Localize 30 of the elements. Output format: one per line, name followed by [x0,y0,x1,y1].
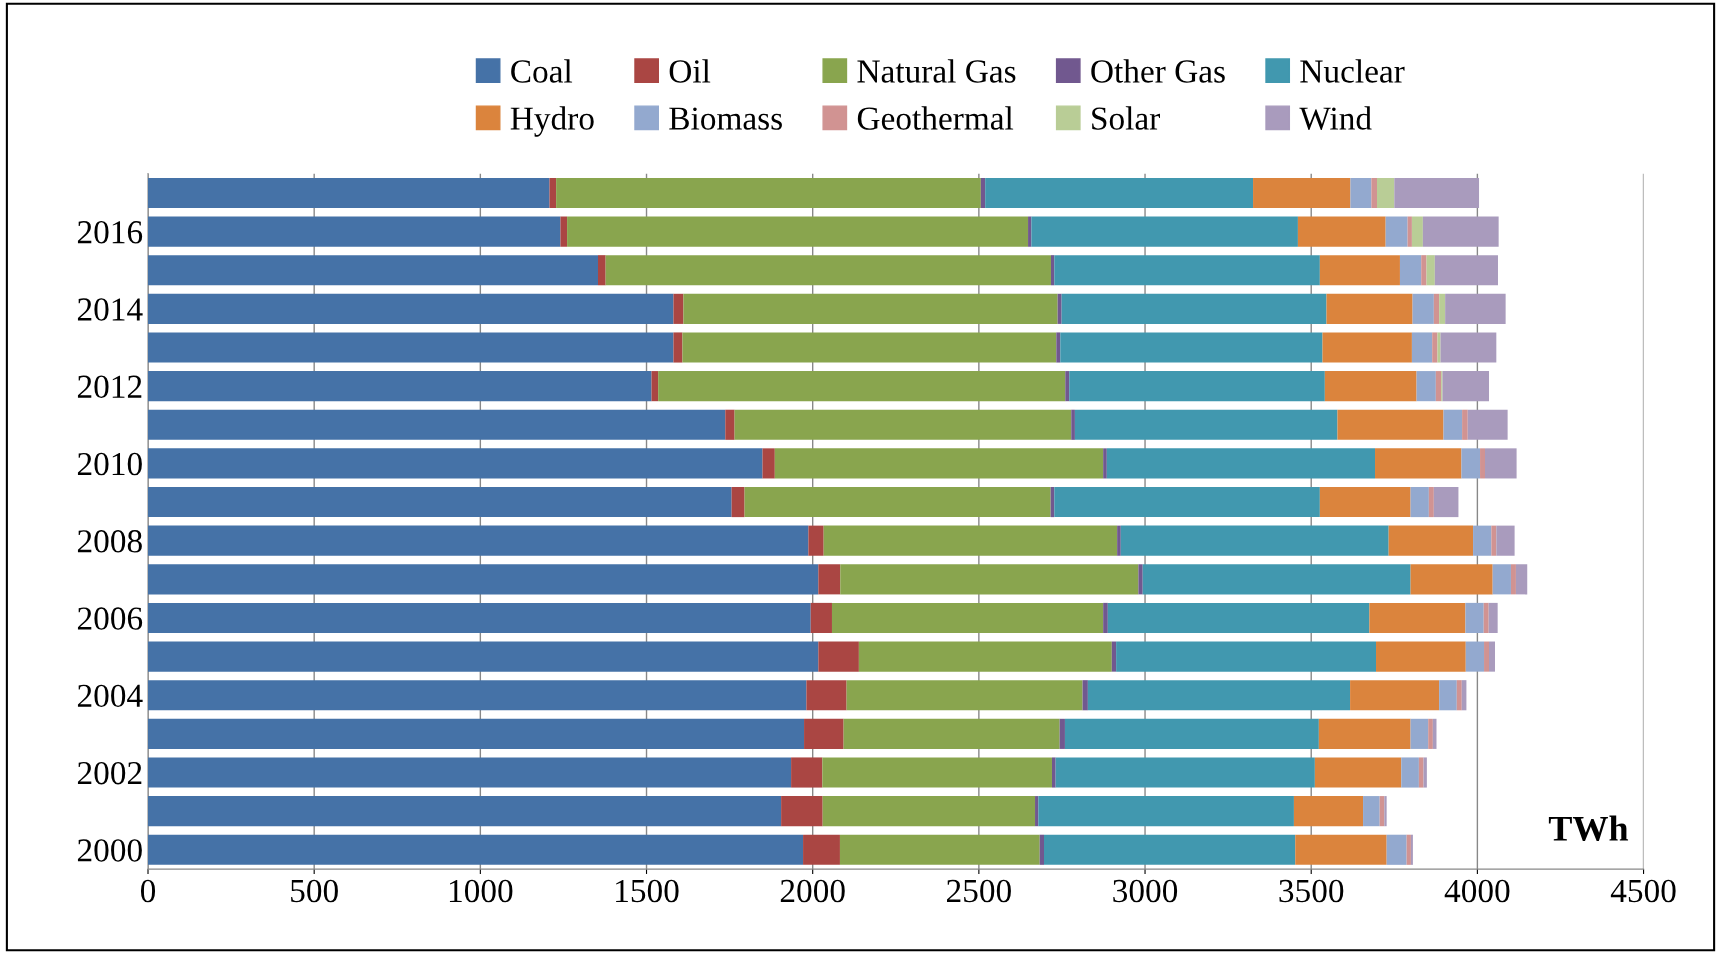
y-tick-label: 2002 [77,761,142,785]
legend-label: Biomass [669,107,782,130]
y-tick-label: 2016 [77,220,143,244]
legend-label: Hydro [510,106,594,137]
y-tick-label: 2008 [77,530,142,553]
y-tick-label: 2012 [77,375,142,399]
x-tick-label: 1500 [616,879,679,903]
legend-label: Nuclear [1300,59,1405,83]
x-tick-label: 4000 [1444,879,1510,903]
x-tick-label: 500 [291,879,338,903]
legend-label: Oil [669,59,711,83]
y-tick-label: 2006 [77,607,143,630]
x-tick-label: 2500 [947,879,1011,903]
y-tick-label: 2004 [77,684,143,708]
legend-label: Solar [1092,106,1160,130]
legend-label: Other Gas [1091,59,1225,83]
y-tick-label: 2000 [77,839,142,862]
annotation: TWh [1548,815,1629,842]
y-tick-label: 2010 [77,452,142,476]
x-tick-label: 3000 [1113,879,1178,903]
x-tick-label: 0 [140,879,156,903]
y-tick-label: 2014 [77,298,143,321]
x-tick-label: 2000 [780,879,845,903]
x-tick-label: 4500 [1610,879,1676,903]
legend-label: Coal [511,59,573,83]
legend-label: Geothermal [857,106,1014,130]
x-tick-label: 3500 [1279,879,1344,903]
legend-label: Natural Gas [857,59,1016,83]
legend-label: Wind [1299,106,1372,130]
x-tick-label: 1000 [449,879,513,903]
